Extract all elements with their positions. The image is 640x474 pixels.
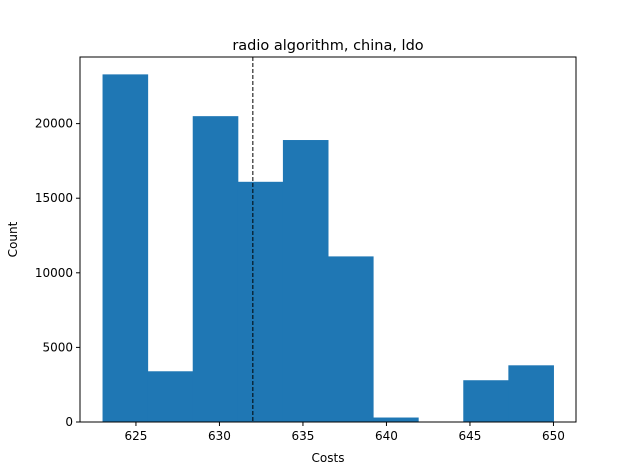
x-tick-label: 650 [542, 429, 565, 443]
y-tick-label: 0 [65, 415, 73, 429]
histogram-bar [102, 74, 149, 422]
histogram-bar [508, 365, 554, 422]
histogram-bar [463, 380, 509, 422]
x-axis-ticks: 625 630 635 640 645 650 [124, 422, 565, 443]
y-tick-label: 5000 [42, 340, 73, 354]
bars-group [102, 74, 554, 423]
x-tick-label: 625 [124, 429, 147, 443]
histogram-bar [237, 181, 284, 422]
histogram-bar [328, 256, 374, 422]
x-axis-label: Costs [312, 451, 345, 465]
histogram-bar [282, 140, 329, 422]
y-axis-label: Count [6, 221, 20, 257]
x-tick-label: 645 [458, 429, 481, 443]
y-tick-label: 15000 [35, 191, 73, 205]
x-tick-label: 640 [375, 429, 398, 443]
y-axis-ticks: 0 5000 10000 15000 20000 [35, 117, 80, 429]
plot-frame [79, 56, 577, 423]
x-tick-label: 635 [291, 429, 314, 443]
histogram-bar [373, 417, 419, 422]
histogram-bar [147, 371, 194, 422]
x-tick-label: 630 [208, 429, 231, 443]
histogram-bar [192, 116, 239, 423]
y-tick-label: 10000 [35, 266, 73, 280]
chart-title: radio algorithm, china, ldo [232, 38, 423, 54]
y-tick-label: 20000 [35, 117, 73, 131]
